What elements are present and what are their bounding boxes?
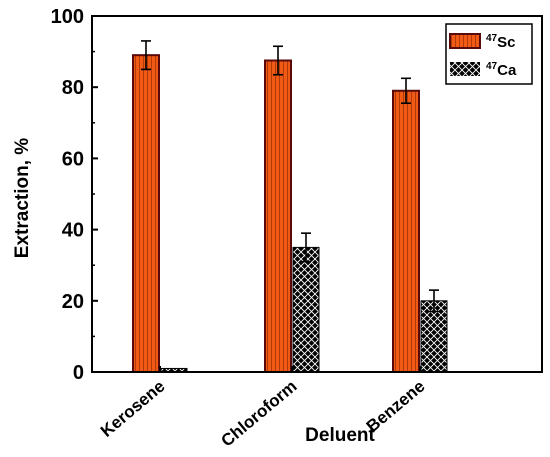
bar-sc-chloroform <box>264 59 292 373</box>
bar-sc-benzene <box>392 89 420 373</box>
legend-swatch-ca <box>450 62 480 76</box>
y-tick-label: 60 <box>62 148 84 170</box>
y-tick-label: 20 <box>62 291 84 313</box>
bar-ca-chloroform <box>292 246 320 373</box>
x-axis-title: Deluent <box>305 425 375 446</box>
x-tick-label: Chloroform <box>217 377 300 451</box>
legend-label-ca: 47Ca <box>486 61 517 79</box>
y-tick-label: 0 <box>73 362 84 384</box>
bar-sc-kerosene <box>132 54 160 373</box>
y-axis-title: Extraction, % <box>12 138 33 258</box>
legend-swatch-sc <box>449 33 481 49</box>
y-tick-label: 40 <box>62 220 84 242</box>
legend-label-sc: 47Sc <box>486 33 515 51</box>
x-tick-label: Kerosene <box>97 377 169 441</box>
legend: 47Sc 47Ca <box>445 23 533 85</box>
y-tick-label: 100 <box>51 6 84 28</box>
y-tick-label: 80 <box>62 77 84 99</box>
